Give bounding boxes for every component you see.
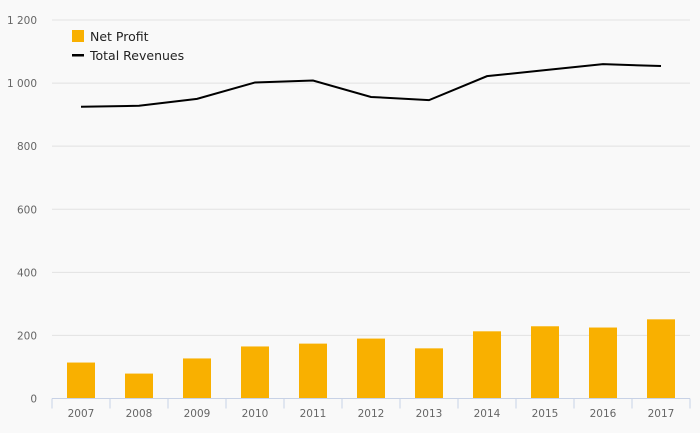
x-tick-label: 2013 — [416, 408, 443, 420]
y-tick-label: 800 — [17, 141, 37, 153]
x-tick-label: 2011 — [300, 408, 327, 420]
x-tick-label: 2007 — [68, 408, 95, 420]
bar-2008 — [125, 373, 153, 399]
y-tick-label: 1 000 — [7, 78, 37, 90]
legend-swatch-total-revenues — [72, 54, 84, 57]
bar-2017 — [647, 319, 675, 399]
y-tick-label: 1 200 — [7, 15, 37, 27]
bar-2015 — [531, 326, 559, 399]
x-tick-label: 2008 — [126, 408, 153, 420]
x-tick-label: 2014 — [474, 408, 501, 420]
x-tick-label: 2010 — [242, 408, 269, 420]
bar-2012 — [357, 338, 385, 399]
y-axis-ticks: 0 200 400 600 800 1 000 1 200 — [7, 15, 37, 406]
x-axis: 2007 2008 2009 2010 2011 2012 2013 2014 2015 2016… — [51, 398, 691, 420]
x-tick-label: 2012 — [358, 408, 385, 420]
x-tick-label: 2015 — [532, 408, 559, 420]
bar-2007 — [67, 362, 95, 399]
y-tick-label: 200 — [17, 330, 37, 342]
bar-2016 — [589, 327, 617, 399]
legend: Net Profit Total Revenues — [72, 29, 184, 63]
y-tick-label: 600 — [17, 204, 37, 216]
bar-2013 — [415, 348, 443, 399]
legend-label-total-revenues: Total Revenues — [89, 48, 184, 63]
x-tick-label: 2017 — [648, 408, 675, 420]
y-tick-label: 0 — [30, 394, 37, 406]
y-tick-label: 400 — [17, 267, 37, 279]
gridlines — [52, 19, 690, 336]
legend-swatch-net-profit — [72, 30, 84, 42]
bar-2009 — [183, 358, 211, 399]
total-revenues-line — [80, 63, 662, 108]
x-tick-label: 2009 — [184, 408, 211, 420]
bar-2010 — [241, 346, 269, 399]
legend-label-net-profit: Net Profit — [90, 29, 149, 44]
x-tick-label: 2016 — [590, 408, 617, 420]
bar-2014 — [473, 331, 501, 399]
net-profit-bars — [67, 319, 675, 399]
bar-2011 — [299, 343, 327, 399]
